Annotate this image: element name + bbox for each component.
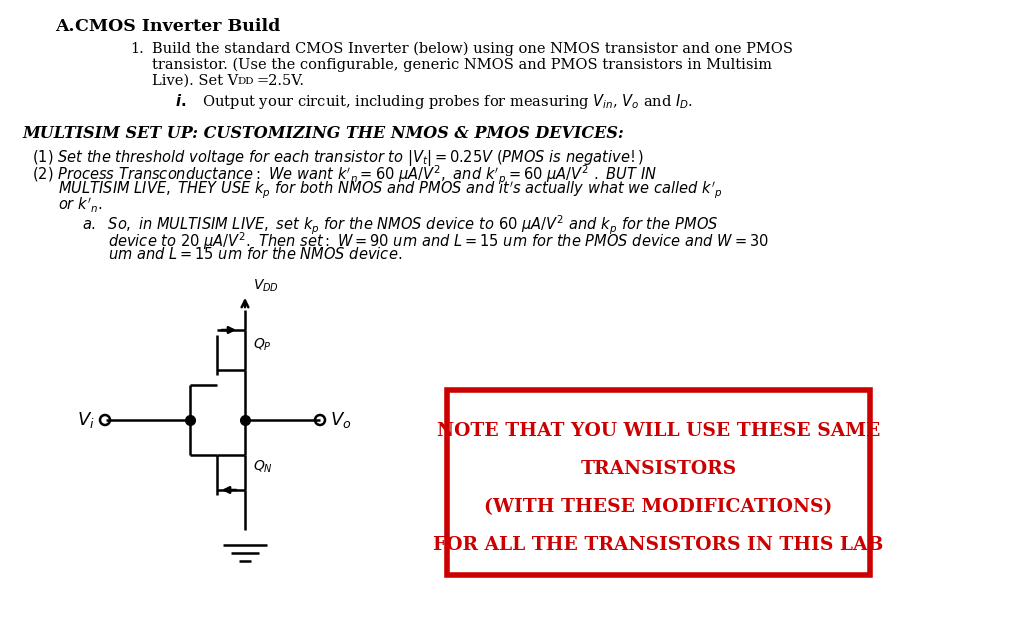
Text: $Q_P$: $Q_P$: [253, 337, 271, 353]
Text: transistor. (Use the configurable, generic NMOS and PMOS transistors in Multisim: transistor. (Use the configurable, gener…: [152, 58, 772, 72]
Text: MULTISIM SET UP: CUSTOMIZING THE NMOS & PMOS DEVICES:: MULTISIM SET UP: CUSTOMIZING THE NMOS & …: [22, 125, 624, 142]
Text: Build the standard CMOS Inverter (below) using one NMOS transistor and one PMOS: Build the standard CMOS Inverter (below)…: [152, 42, 793, 57]
Text: A.: A.: [55, 18, 75, 35]
Text: CMOS Inverter Build: CMOS Inverter Build: [75, 18, 281, 35]
Bar: [447, 390, 870, 575]
Text: $(2)$ $\it{Process\ Transconductance:\ We\ want\ }$$k'_n = 60\ \mu A/V^2$$\it{,\: $(2)$ $\it{Process\ Transconductance:\ W…: [32, 164, 657, 187]
Text: $Q_N$: $Q_N$: [253, 459, 273, 475]
Text: $\mathbf{\it{V_i}}$: $\mathbf{\it{V_i}}$: [77, 410, 95, 430]
Text: (WITH THESE MODIFICATIONS): (WITH THESE MODIFICATIONS): [484, 498, 833, 516]
Text: $(1)$ $\it{Set\ the\ threshold\ voltage\ for\ each\ transistor\ to\ }$$|V_t|=0.2: $(1)$ $\it{Set\ the\ threshold\ voltage\…: [32, 148, 644, 168]
Text: Live). Set V: Live). Set V: [152, 74, 239, 88]
Text: DD: DD: [237, 77, 254, 86]
Text: $\mathbf{\it{V_o}}$: $\mathbf{\it{V_o}}$: [330, 410, 351, 430]
Text: $\it{MULTISIM\ LIVE,\ THEY\ USE\ }$$k_p$$\it{\ for\ both\ NMOS\ and\ PMOS\ and\ : $\it{MULTISIM\ LIVE,\ THEY\ USE\ }$$k_p$…: [58, 180, 723, 201]
Text: $\it{um\ and\ L=15\ um\ for\ the\ NMOS\ device.}$: $\it{um\ and\ L=15\ um\ for\ the\ NMOS\ …: [108, 246, 402, 262]
Text: $\it{or\ }$$k'_n$$\it{.}$: $\it{or\ }$$k'_n$$\it{.}$: [58, 196, 102, 215]
Text: $\it{device\ to\ }$$20\ \mu A/V^2$$\it{.\ Then\ set:\ W=90\ um\ and\ L=15\ um\ f: $\it{device\ to\ }$$20\ \mu A/V^2$$\it{.…: [108, 230, 769, 251]
Text: FOR ALL THE TRANSISTORS IN THIS LAB: FOR ALL THE TRANSISTORS IN THIS LAB: [433, 536, 884, 554]
Text: =2.5V.: =2.5V.: [257, 74, 305, 88]
Text: $\it{a.}$  $\it{So,\ in\ MULTISIM\ LIVE,\ set\ }$$k_p$$\it{\ for\ the\ NMOS\ dev: $\it{a.}$ $\it{So,\ in\ MULTISIM\ LIVE,\…: [82, 214, 719, 237]
Text: 1.: 1.: [130, 42, 143, 56]
Text: TRANSISTORS: TRANSISTORS: [581, 460, 736, 478]
Text: NOTE THAT YOU WILL USE THESE SAME: NOTE THAT YOU WILL USE THESE SAME: [437, 422, 881, 440]
Text: $V_{DD}$: $V_{DD}$: [253, 278, 279, 295]
Text: $\boldsymbol{i}$$\mathbf{.}$   Output your circuit, including probes for measuri: $\boldsymbol{i}$$\mathbf{.}$ Output your…: [175, 92, 693, 111]
